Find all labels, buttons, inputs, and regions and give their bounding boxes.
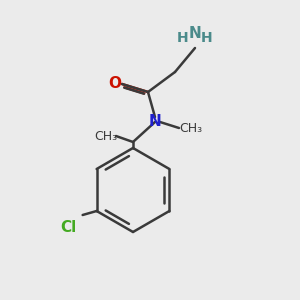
Text: Cl: Cl xyxy=(60,220,76,236)
Text: H: H xyxy=(177,31,189,45)
Text: N: N xyxy=(148,115,161,130)
Text: CH₃: CH₃ xyxy=(179,122,203,134)
Text: O: O xyxy=(109,76,122,91)
Text: N: N xyxy=(189,26,201,41)
Text: CH₃: CH₃ xyxy=(94,130,118,142)
Text: H: H xyxy=(201,31,213,45)
